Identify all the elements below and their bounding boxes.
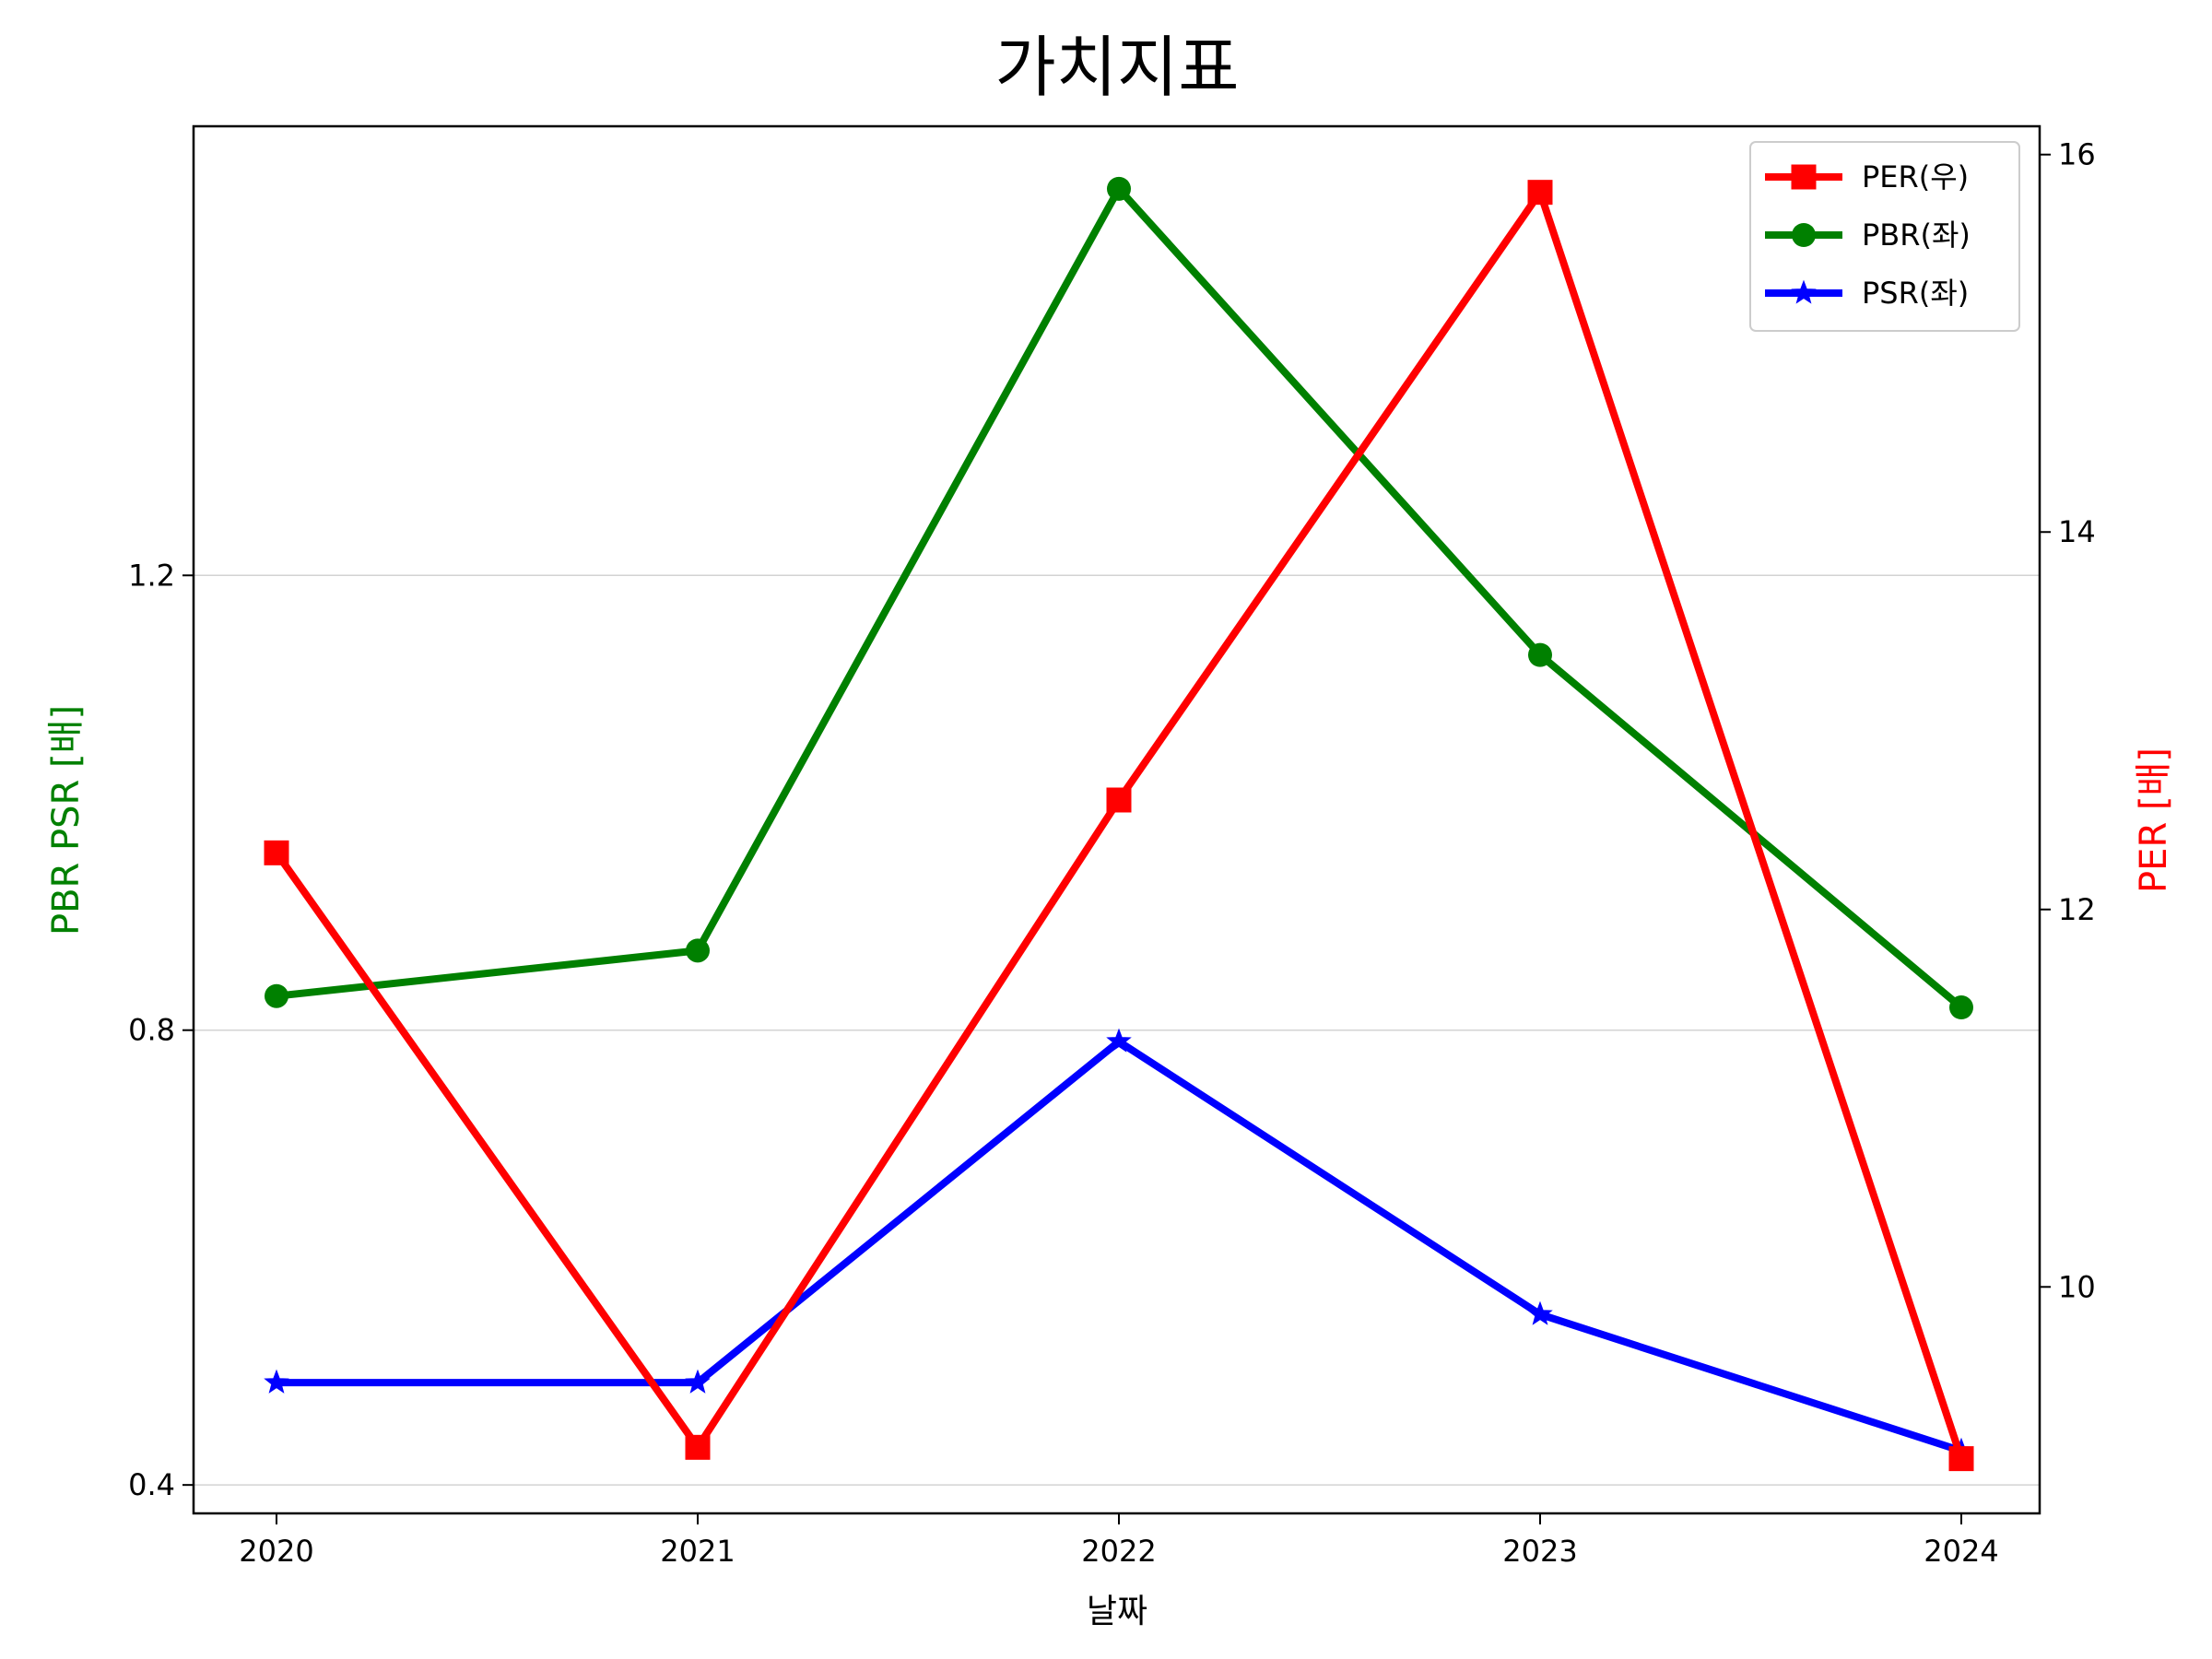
chart-title: 가치지표 bbox=[995, 29, 1240, 106]
y-right-tick-label: 12 bbox=[2058, 892, 2096, 927]
legend-item: PBR(좌) bbox=[1765, 218, 1971, 253]
data-point bbox=[1527, 1300, 1553, 1325]
y-left-tick-label: 0.4 bbox=[128, 1467, 175, 1502]
y-axis-left-title: PBR PSR [배] bbox=[45, 705, 88, 935]
legend-marker bbox=[1791, 279, 1817, 304]
gridlines bbox=[194, 574, 2040, 1486]
data-point bbox=[685, 1369, 711, 1394]
y-right-tick-label: 14 bbox=[2058, 514, 2096, 549]
x-tick-label: 2022 bbox=[1081, 1534, 1156, 1569]
y-axis-left: 0.4 0.8 1.2 bbox=[128, 558, 194, 1502]
data-point bbox=[1949, 995, 1973, 1020]
data-point bbox=[685, 1434, 711, 1460]
data-point bbox=[1528, 642, 1552, 667]
x-tick-label: 2024 bbox=[1924, 1534, 1998, 1569]
x-tick-label: 2023 bbox=[1502, 1534, 1577, 1569]
data-point bbox=[264, 840, 289, 865]
x-axis: 2020 2021 2022 2023 2024 bbox=[239, 1513, 1999, 1569]
data-point bbox=[265, 983, 288, 1008]
series-PER(우) bbox=[264, 180, 1974, 1472]
y-left-tick-label: 1.2 bbox=[128, 558, 175, 593]
series-lines bbox=[264, 176, 1974, 1472]
series-PBR(좌) bbox=[265, 176, 1973, 1020]
legend-label: PSR(좌) bbox=[1862, 276, 1969, 311]
data-point bbox=[264, 1369, 289, 1394]
data-point bbox=[1948, 1446, 1974, 1472]
plot-frame bbox=[192, 124, 2041, 1515]
y-axis-right: 10 12 14 16 bbox=[2040, 137, 2096, 1304]
x-tick-label: 2020 bbox=[239, 1534, 313, 1569]
x-tick-label: 2021 bbox=[660, 1534, 735, 1569]
legend-label: PER(우) bbox=[1862, 159, 1969, 194]
y-right-tick-label: 16 bbox=[2058, 137, 2096, 172]
data-point bbox=[1107, 176, 1131, 201]
legend-marker bbox=[1792, 223, 1816, 247]
y-right-tick-label: 10 bbox=[2058, 1269, 2096, 1304]
data-point bbox=[1527, 180, 1553, 206]
data-point bbox=[686, 938, 710, 963]
y-left-tick-label: 0.8 bbox=[128, 1013, 175, 1048]
y-axis-right-title: PER [배] bbox=[2133, 747, 2175, 893]
legend: PER(우) PBR(좌) PSR(좌) bbox=[1749, 141, 2020, 332]
legend-item: PER(우) bbox=[1765, 159, 1969, 194]
legend-item: PSR(좌) bbox=[1765, 276, 1969, 311]
x-axis-title: 날짜 bbox=[1087, 1593, 1147, 1630]
legend-marker bbox=[1791, 164, 1817, 190]
legend-label: PBR(좌) bbox=[1862, 218, 1971, 253]
legend-box bbox=[1749, 141, 2020, 332]
data-point bbox=[1106, 1028, 1132, 1053]
data-point bbox=[1106, 787, 1132, 813]
